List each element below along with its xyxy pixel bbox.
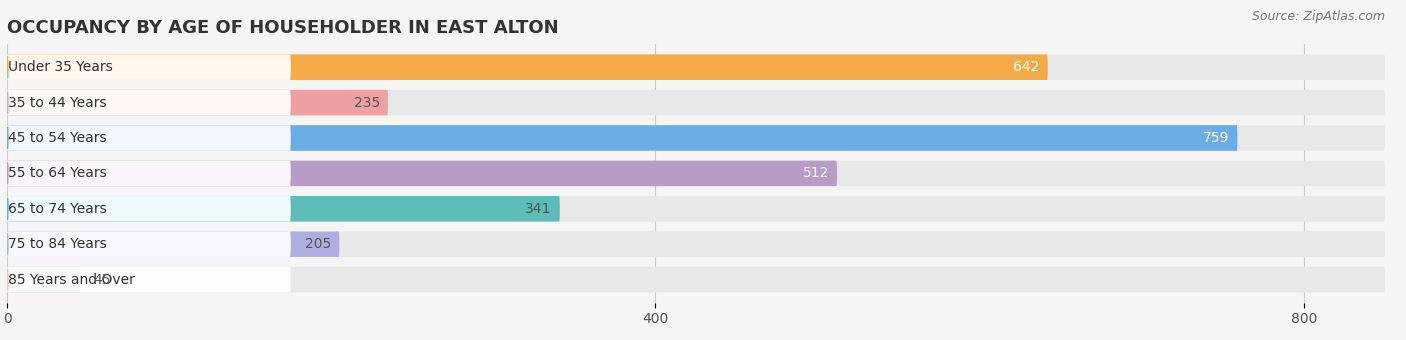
- FancyBboxPatch shape: [7, 232, 339, 257]
- Text: 45: 45: [93, 273, 111, 287]
- FancyBboxPatch shape: [7, 54, 291, 80]
- Text: Under 35 Years: Under 35 Years: [8, 60, 112, 74]
- Text: 512: 512: [803, 166, 830, 181]
- Text: 85 Years and Over: 85 Years and Over: [8, 273, 135, 287]
- Text: 341: 341: [526, 202, 551, 216]
- FancyBboxPatch shape: [7, 161, 1385, 186]
- Text: 35 to 44 Years: 35 to 44 Years: [8, 96, 107, 109]
- FancyBboxPatch shape: [7, 232, 291, 257]
- FancyBboxPatch shape: [7, 90, 291, 115]
- FancyBboxPatch shape: [7, 125, 1237, 151]
- FancyBboxPatch shape: [7, 267, 291, 292]
- FancyBboxPatch shape: [7, 196, 1385, 222]
- FancyBboxPatch shape: [7, 90, 1385, 115]
- Text: 55 to 64 Years: 55 to 64 Years: [8, 166, 107, 181]
- Text: Source: ZipAtlas.com: Source: ZipAtlas.com: [1251, 10, 1385, 23]
- Text: 759: 759: [1204, 131, 1229, 145]
- Text: 205: 205: [305, 237, 332, 251]
- FancyBboxPatch shape: [7, 90, 388, 115]
- Text: OCCUPANCY BY AGE OF HOUSEHOLDER IN EAST ALTON: OCCUPANCY BY AGE OF HOUSEHOLDER IN EAST …: [7, 19, 558, 37]
- FancyBboxPatch shape: [7, 161, 291, 186]
- Text: 642: 642: [1014, 60, 1039, 74]
- FancyBboxPatch shape: [7, 267, 80, 292]
- Text: 235: 235: [354, 96, 380, 109]
- Text: 45 to 54 Years: 45 to 54 Years: [8, 131, 107, 145]
- Text: 65 to 74 Years: 65 to 74 Years: [8, 202, 107, 216]
- FancyBboxPatch shape: [7, 196, 560, 222]
- FancyBboxPatch shape: [7, 196, 291, 222]
- FancyBboxPatch shape: [7, 267, 1385, 292]
- Text: 75 to 84 Years: 75 to 84 Years: [8, 237, 107, 251]
- FancyBboxPatch shape: [7, 54, 1385, 80]
- FancyBboxPatch shape: [7, 232, 1385, 257]
- FancyBboxPatch shape: [7, 125, 1385, 151]
- FancyBboxPatch shape: [7, 54, 1047, 80]
- FancyBboxPatch shape: [7, 161, 837, 186]
- FancyBboxPatch shape: [7, 125, 291, 151]
